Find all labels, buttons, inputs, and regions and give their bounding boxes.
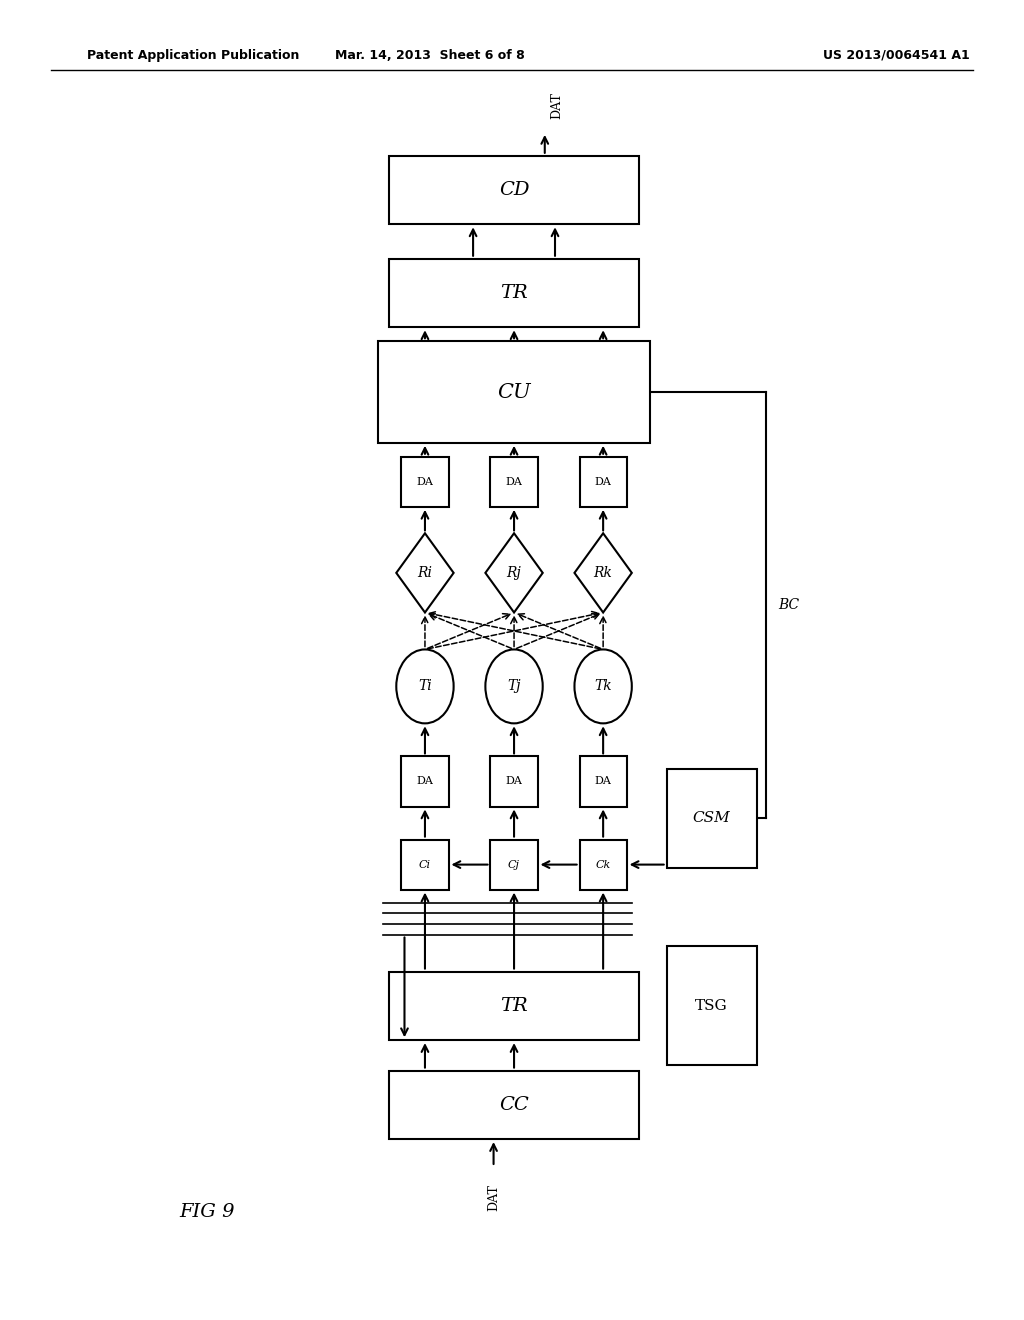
- Text: CU: CU: [498, 383, 530, 401]
- Circle shape: [485, 649, 543, 723]
- Bar: [389, 259, 639, 327]
- Text: Cj: Cj: [508, 859, 520, 870]
- Text: CD: CD: [499, 181, 529, 199]
- Text: Ck: Ck: [596, 859, 610, 870]
- Bar: [490, 457, 538, 507]
- Bar: [580, 457, 627, 507]
- Polygon shape: [396, 533, 454, 612]
- Bar: [379, 342, 650, 444]
- Bar: [580, 756, 627, 807]
- Text: Tk: Tk: [594, 680, 612, 693]
- Text: TSG: TSG: [695, 999, 728, 1012]
- Text: US 2013/0064541 A1: US 2013/0064541 A1: [822, 49, 970, 62]
- Text: DA: DA: [506, 477, 522, 487]
- Text: BC: BC: [778, 598, 800, 612]
- Text: DA: DA: [417, 477, 433, 487]
- Text: TR: TR: [501, 997, 527, 1015]
- Bar: [667, 946, 757, 1065]
- Bar: [401, 840, 449, 890]
- Text: CC: CC: [499, 1096, 529, 1114]
- Text: Ti: Ti: [418, 680, 432, 693]
- Text: Tj: Tj: [507, 680, 521, 693]
- Text: TR: TR: [501, 284, 527, 302]
- Bar: [389, 156, 639, 224]
- Text: Ci: Ci: [419, 859, 431, 870]
- Bar: [389, 972, 639, 1040]
- Text: DAT: DAT: [487, 1184, 500, 1210]
- Text: Rj: Rj: [507, 566, 521, 579]
- Text: Patent Application Publication: Patent Application Publication: [87, 49, 299, 62]
- Text: Mar. 14, 2013  Sheet 6 of 8: Mar. 14, 2013 Sheet 6 of 8: [335, 49, 525, 62]
- Text: DA: DA: [595, 776, 611, 787]
- Text: FIG 9: FIG 9: [179, 1203, 234, 1221]
- Polygon shape: [485, 533, 543, 612]
- Polygon shape: [574, 533, 632, 612]
- Bar: [490, 756, 538, 807]
- Bar: [389, 1071, 639, 1139]
- Text: Ri: Ri: [418, 566, 432, 579]
- Text: DAT: DAT: [550, 92, 563, 119]
- Text: DA: DA: [417, 776, 433, 787]
- Text: DA: DA: [506, 776, 522, 787]
- Bar: [667, 768, 757, 869]
- Text: DA: DA: [595, 477, 611, 487]
- Bar: [401, 756, 449, 807]
- Bar: [580, 840, 627, 890]
- Text: Rk: Rk: [594, 566, 612, 579]
- Circle shape: [396, 649, 454, 723]
- Bar: [490, 840, 538, 890]
- Text: CSM: CSM: [693, 812, 730, 825]
- Circle shape: [574, 649, 632, 723]
- Bar: [401, 457, 449, 507]
